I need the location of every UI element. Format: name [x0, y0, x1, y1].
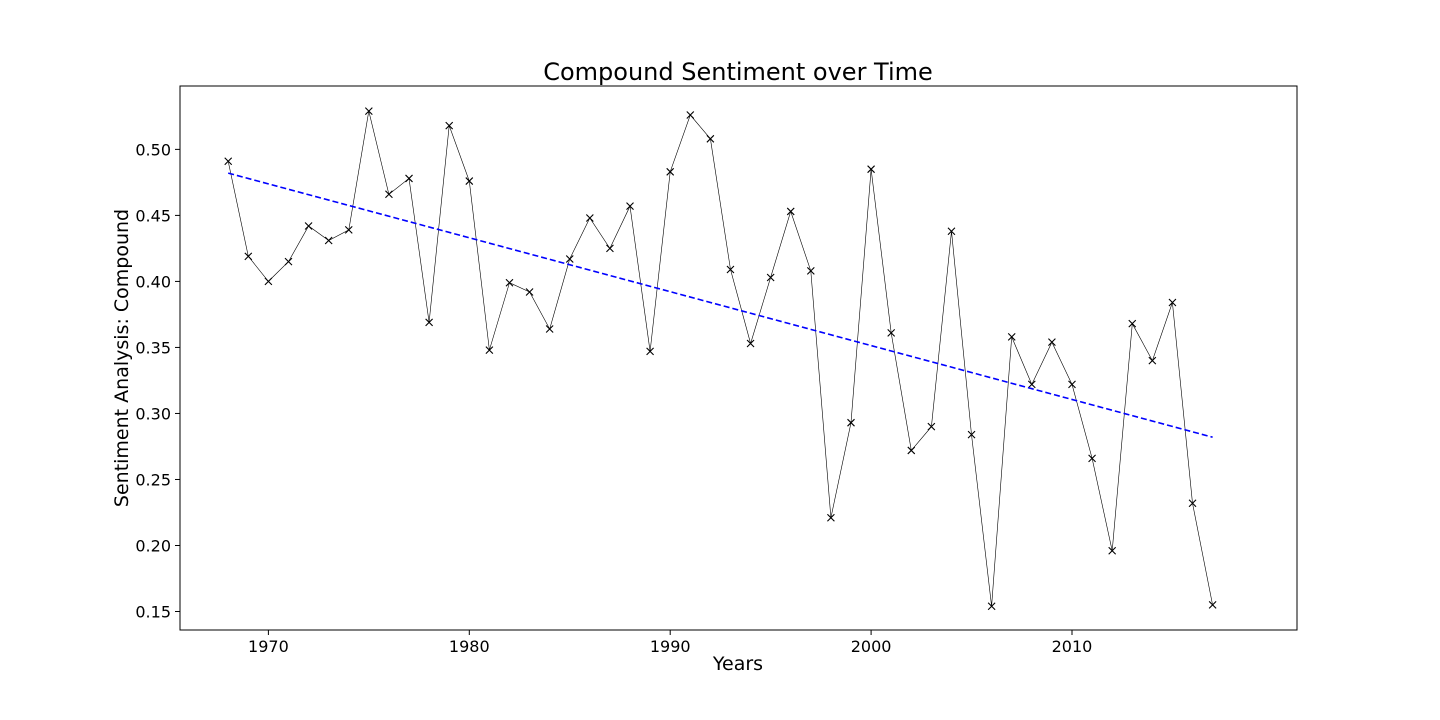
data-point-marker — [1148, 356, 1157, 365]
data-point-marker — [1048, 338, 1056, 347]
data-point-marker — [706, 134, 715, 143]
data-point-marker — [264, 277, 273, 286]
y-axis-ticks: 0.15 0.20 0.25 0.30 0.35 0.40 0.45 0.50 — [135, 140, 180, 622]
data-point-marker — [1128, 319, 1137, 328]
plot-frame — [179, 85, 1298, 631]
data-point-marker — [284, 257, 293, 266]
data-point-marker — [666, 167, 675, 176]
data-point-marker — [606, 244, 614, 253]
data-point-marker — [746, 339, 755, 348]
data-point-marker — [967, 430, 976, 439]
y-tick-label: 0.20 — [135, 536, 171, 555]
data-point-marker — [927, 422, 936, 431]
sentiment-line — [227, 111, 1213, 607]
x-axis-ticks: 1970 1980 1990 2000 2010 — [248, 630, 1092, 656]
data-point-marker — [505, 278, 514, 287]
y-axis-title: Sentiment Analysis: Compound — [111, 209, 133, 507]
data-point-marker — [324, 236, 333, 245]
y-tick-label: 0.50 — [135, 140, 171, 159]
data-point-marker — [585, 214, 594, 222]
data-point-marker — [907, 446, 916, 455]
data-point-marker — [244, 252, 253, 261]
data-point-marker — [565, 255, 574, 263]
trend-line — [227, 172, 1213, 438]
y-tick-label: 0.15 — [135, 603, 171, 622]
x-tick-label: 2010 — [1052, 637, 1093, 656]
data-point-marker — [766, 273, 775, 282]
y-tick-label: 0.30 — [135, 404, 171, 423]
data-point-marker — [827, 513, 835, 522]
data-point-marker — [726, 265, 735, 274]
data-point-marker — [1208, 601, 1217, 609]
data-point-marker — [425, 318, 434, 327]
y-tick-label: 0.40 — [135, 272, 171, 291]
data-point-marker — [465, 177, 474, 185]
y-tick-label: 0.45 — [135, 206, 171, 225]
data-point-marker — [485, 346, 494, 354]
data-point-marker — [1168, 298, 1177, 307]
data-point-marker — [786, 207, 795, 216]
data-point-marker — [1027, 380, 1036, 389]
chart-title: Compound Sentiment over Time — [543, 58, 933, 86]
data-point-marker — [304, 222, 313, 230]
data-point-marker — [445, 121, 454, 130]
x-tick-label: 1970 — [248, 637, 289, 656]
data-point-marker — [887, 329, 896, 337]
data-point-marker — [1108, 546, 1117, 555]
y-tick-label: 0.25 — [135, 470, 171, 489]
x-tick-label: 1990 — [650, 637, 691, 656]
data-point-marker — [1088, 454, 1096, 463]
data-point-marker — [646, 347, 654, 356]
x-tick-label: 2000 — [851, 637, 892, 656]
data-point-marker — [224, 157, 233, 166]
data-point-marker — [686, 111, 695, 119]
data-point-marker — [867, 165, 875, 174]
data-point-marker — [806, 266, 815, 275]
x-tick-label: 1980 — [449, 637, 490, 656]
data-point-marker — [545, 325, 554, 333]
data-point-marker — [1068, 380, 1076, 389]
data-point-marker — [626, 202, 634, 211]
data-point-marker — [1007, 332, 1016, 341]
x-axis-title: Years — [712, 653, 763, 675]
data-point-marker — [344, 226, 353, 234]
data-point-marker — [847, 418, 855, 427]
data-point-marker — [947, 227, 956, 236]
data-point-marker — [364, 107, 373, 115]
y-tick-label: 0.35 — [135, 338, 171, 357]
data-point-marker — [525, 288, 534, 296]
data-point-marker — [987, 602, 996, 611]
data-point-marker — [405, 174, 413, 183]
data-point-marker — [1188, 499, 1197, 508]
data-point-marker — [385, 190, 393, 199]
